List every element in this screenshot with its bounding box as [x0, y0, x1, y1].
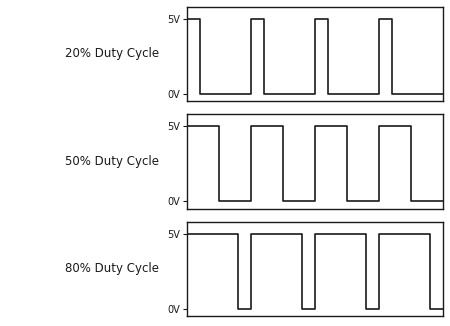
Text: 80% Duty Cycle: 80% Duty Cycle — [65, 262, 159, 275]
Text: 20% Duty Cycle: 20% Duty Cycle — [65, 47, 159, 60]
Text: 50% Duty Cycle: 50% Duty Cycle — [65, 155, 159, 168]
